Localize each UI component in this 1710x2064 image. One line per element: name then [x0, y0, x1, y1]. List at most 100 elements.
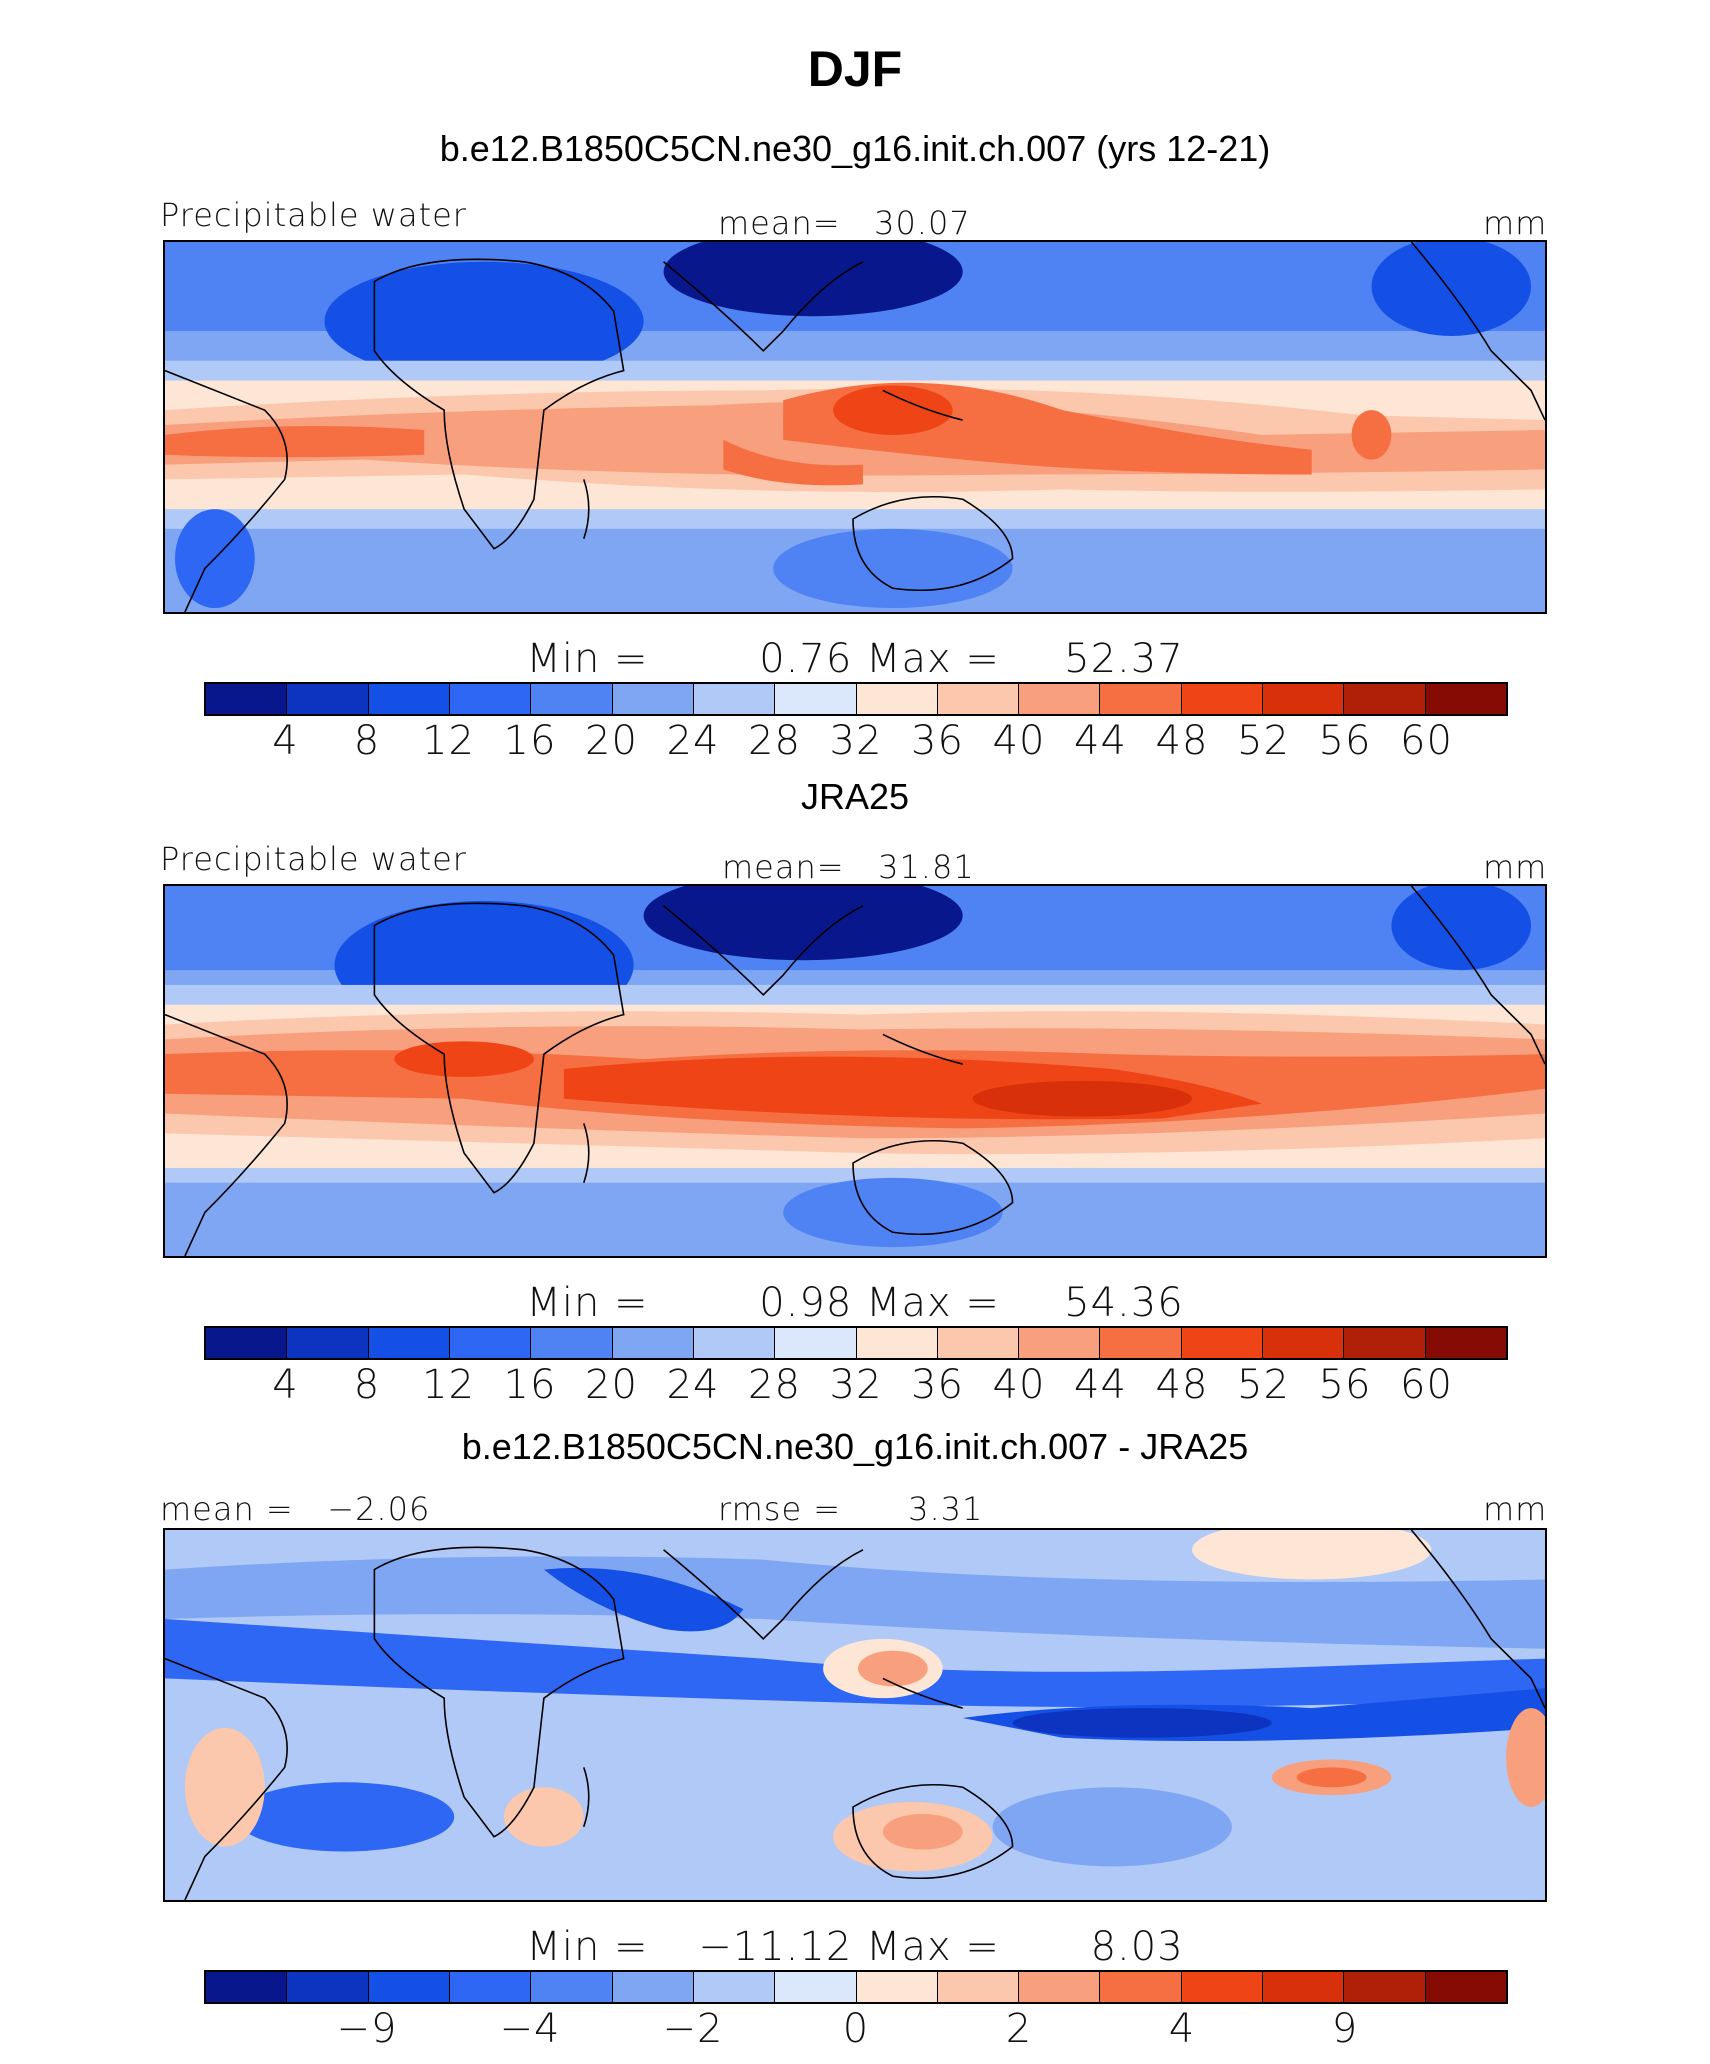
panel-2-max-label: Max [866, 1280, 952, 1326]
colorbar-tick-label: 16 [503, 718, 557, 764]
panel-2-map [163, 884, 1547, 1258]
panel-1-map [163, 240, 1547, 614]
panel-2-max-equals: = [965, 1280, 1000, 1326]
colorbar-swatch [531, 1328, 613, 1358]
panel-3-max-equals: = [965, 1924, 1000, 1970]
panel-1-mean-label: mean= 30.07 [718, 204, 971, 242]
colorbar-tick-label: 40 [992, 718, 1046, 764]
colorbar-swatch [1263, 1328, 1345, 1358]
panel-2-min-label: Min [526, 1280, 601, 1326]
colorbar-swatch [1181, 1972, 1264, 2002]
colorbar-tick-label: 20 [585, 718, 638, 764]
colorbar-swatch [368, 1972, 450, 2002]
colorbar-swatch [1344, 684, 1426, 714]
colorbar-tick-label: 36 [911, 718, 964, 764]
panel-1-title: b.e12.B1850C5CN.ne30_g16.init.ch.007 (yr… [439, 128, 1271, 169]
colorbar-swatch [612, 1972, 694, 2002]
colorbar-swatch [1425, 684, 1506, 714]
panel-1-min-equals: = [614, 636, 649, 682]
colorbar-swatch [856, 684, 938, 714]
colorbar-tick-label: 12 [422, 1362, 475, 1408]
colorbar-swatch [612, 684, 694, 714]
colorbar-tick-label: 44 [1074, 1362, 1127, 1408]
panel-1-colorbar-ticks: 4 8 12 16 20 24 28 32 36 40 44 48 52 56 60 [204, 718, 1508, 766]
colorbar-swatch [937, 684, 1020, 714]
panel-3-colorbar [204, 1970, 1508, 2004]
colorbar-tick-label: 24 [666, 1362, 720, 1408]
colorbar-swatch [287, 684, 369, 714]
colorbar-swatch [1181, 684, 1264, 714]
colorbar-tick-label: 40 [992, 1362, 1046, 1408]
panel-3-units-label: mm [1483, 1490, 1548, 1528]
colorbar-tick-label: 32 [829, 1362, 883, 1408]
colorbar-tick-label: 56 [1318, 1362, 1372, 1408]
colorbar-swatch [775, 684, 857, 714]
colorbar-swatch [1019, 684, 1101, 714]
colorbar-swatch [287, 1972, 369, 2002]
panel-3-mean-label: mean = −2.06 [160, 1490, 431, 1528]
colorbar-tick-label: 8 [353, 1362, 381, 1408]
panel-3-max-value: 8.03 [1090, 1924, 1184, 1970]
colorbar-swatch [368, 684, 450, 714]
panel-1-variable-label: Precipitable water [160, 196, 467, 234]
colorbar-swatch [287, 1328, 369, 1358]
colorbar-swatch [1344, 1328, 1426, 1358]
panel-2-max-value: 54.36 [1064, 1280, 1184, 1326]
colorbar-swatch [449, 1328, 532, 1358]
colorbar-tick-label: 48 [1155, 1362, 1209, 1408]
colorbar-swatch [1425, 1972, 1506, 2002]
colorbar-swatch [1100, 1972, 1182, 2002]
colorbar-swatch [1425, 1328, 1506, 1358]
colorbar-swatch [775, 1972, 857, 2002]
colorbar-tick-label: 4 [1168, 2006, 1196, 2052]
colorbar-swatch [937, 1972, 1020, 2002]
panel-3-min-value: −11.12 [698, 1924, 853, 1970]
colorbar-swatch [856, 1328, 938, 1358]
colorbar-swatch [775, 1328, 857, 1358]
colorbar-tick-label: 12 [422, 718, 475, 764]
panel-1-min-value: 0.76 [759, 636, 853, 682]
panel-1-min-label: Min [526, 636, 601, 682]
panel-2-title: JRA25 [800, 776, 910, 817]
colorbar-swatch [693, 1328, 776, 1358]
panel-1-minmax: Min = 0.76 Max = 52.37 [0, 636, 1710, 682]
panel-2-colorbar [204, 1326, 1508, 1360]
panel-2-mean-label: mean= 31.81 [722, 848, 975, 886]
panel-2-variable-label: Precipitable water [160, 840, 467, 878]
colorbar-swatch [449, 1972, 532, 2002]
panel-2-units-label: mm [1483, 848, 1548, 886]
panel-1-max-label: Max [866, 636, 952, 682]
figure-title: DJF [807, 41, 903, 97]
colorbar-tick-label: 0 [842, 2006, 870, 2052]
colorbar-tick-label: 8 [353, 718, 381, 764]
panel-1-max-value: 52.37 [1064, 636, 1184, 682]
colorbar-swatch [1100, 1328, 1182, 1358]
panel-3-max-label: Max [866, 1924, 952, 1970]
colorbar-swatch [206, 1328, 288, 1358]
colorbar-swatch [612, 1328, 694, 1358]
panel-3-rmse-label: rmse = 3.31 [718, 1490, 984, 1528]
panel-3-title: b.e12.B1850C5CN.ne30_g16.init.ch.007 - J… [461, 1426, 1249, 1467]
panel-2-min-equals: = [614, 1280, 649, 1326]
colorbar-swatch [531, 1972, 613, 2002]
colorbar-tick-label: 28 [748, 1362, 801, 1408]
colorbar-tick-label: 28 [748, 718, 801, 764]
colorbar-swatch [693, 1972, 776, 2002]
colorbar-swatch [1019, 1972, 1101, 2002]
colorbar-swatch [1100, 684, 1182, 714]
panel-1-max-equals: = [965, 636, 1000, 682]
colorbar-swatch [693, 684, 776, 714]
colorbar-tick-label: 44 [1074, 718, 1127, 764]
panel-3-colorbar-ticks: −9 −4 −2 0 2 4 9 [204, 2006, 1508, 2054]
panel-1-colorbar [204, 682, 1508, 716]
colorbar-tick-label: 48 [1155, 718, 1209, 764]
colorbar-tick-label: −4 [499, 2006, 561, 2052]
panel-3-map [163, 1528, 1547, 1902]
colorbar-tick-label: 4 [272, 718, 299, 764]
colorbar-swatch [531, 684, 613, 714]
colorbar-tick-label: 9 [1331, 2006, 1359, 2052]
colorbar-swatch [206, 1972, 288, 2002]
colorbar-swatch [449, 684, 532, 714]
colorbar-tick-label: 4 [272, 1362, 299, 1408]
colorbar-swatch [206, 684, 288, 714]
